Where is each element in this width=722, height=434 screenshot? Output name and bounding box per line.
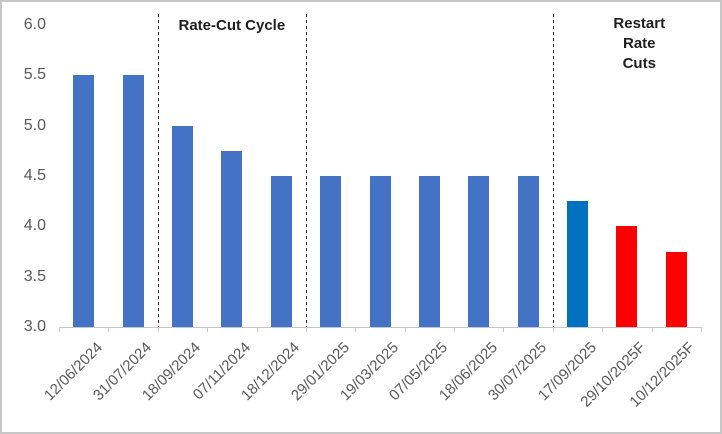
bar-18/12/2024 bbox=[270, 176, 292, 327]
annotation-restart-rate-cuts: Restart Rate Cuts bbox=[613, 15, 666, 72]
x-axis-tick bbox=[651, 327, 653, 332]
bar-31/07/2024 bbox=[122, 75, 144, 327]
x-axis-tick bbox=[59, 327, 60, 332]
x-axis-tick bbox=[305, 327, 307, 332]
bar-29/10/2025F bbox=[616, 226, 638, 327]
phase-separator-line bbox=[552, 14, 554, 327]
y-axis-label: 5.5 bbox=[23, 66, 46, 84]
x-axis-tick bbox=[355, 327, 357, 332]
bar-18/09/2024 bbox=[171, 125, 193, 327]
x-axis-tick bbox=[256, 327, 258, 332]
bar-12/06/2024 bbox=[73, 75, 95, 327]
bar-07/11/2024 bbox=[221, 150, 243, 327]
phase-separator-line bbox=[305, 14, 307, 327]
phase-separator-line bbox=[157, 14, 159, 327]
x-axis-tick bbox=[404, 327, 406, 332]
y-axis-label: 5.0 bbox=[23, 116, 46, 134]
x-axis-tick bbox=[108, 327, 110, 332]
y-axis-label: 3.0 bbox=[23, 318, 46, 335]
bar-18/06/2025 bbox=[468, 176, 490, 327]
bar-29/01/2025 bbox=[320, 176, 342, 327]
bar-19/03/2025 bbox=[369, 176, 391, 327]
x-axis-tick bbox=[207, 327, 209, 332]
x-axis-tick bbox=[503, 327, 505, 332]
x-axis-line bbox=[59, 327, 702, 328]
bar-17/09/2025 bbox=[567, 201, 589, 327]
x-axis-tick bbox=[552, 327, 554, 332]
x-axis-tick bbox=[701, 327, 702, 332]
bar-07/05/2025 bbox=[418, 176, 440, 327]
x-axis-tick bbox=[602, 327, 604, 332]
annotation-rate-cut-cycle: Rate-Cut Cycle bbox=[178, 17, 286, 34]
y-axis-label: 3.5 bbox=[23, 267, 46, 285]
y-axis-label: 4.5 bbox=[23, 167, 46, 184]
bar-30/07/2025 bbox=[517, 176, 539, 327]
x-axis-label: 12/06/2024 bbox=[40, 339, 106, 405]
y-axis-label: 4.0 bbox=[23, 217, 46, 235]
x-axis-tick bbox=[454, 327, 456, 332]
bar-10/12/2025F bbox=[665, 251, 687, 327]
y-axis-label: 6.0 bbox=[23, 16, 46, 33]
x-axis-tick bbox=[157, 327, 159, 332]
